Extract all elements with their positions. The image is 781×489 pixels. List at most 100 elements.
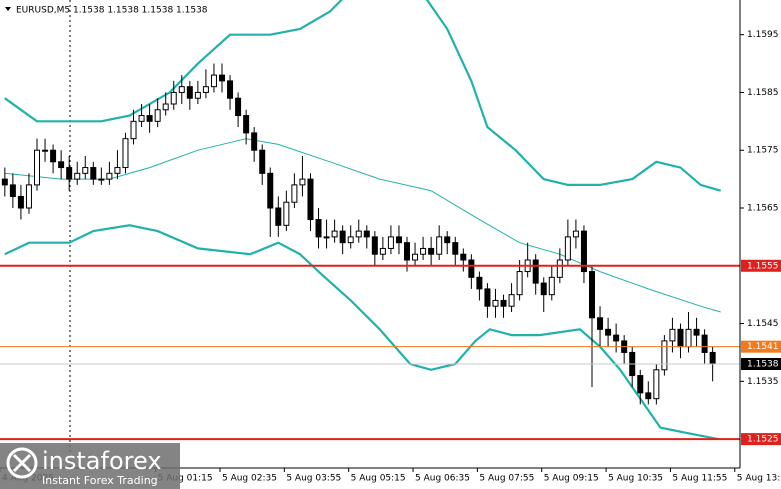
candle-body [323,236,330,239]
x-tick-label: 5 Aug 03:55 [286,474,341,484]
candle-body [315,219,322,238]
candle-body [291,184,298,203]
candle-body [17,195,24,209]
x-tick-label: 5 Aug 10:35 [608,474,663,484]
candle-body [701,334,708,353]
candle-body [74,172,81,180]
x-tick-label: 5 Aug 11:55 [672,474,727,484]
candle-body [404,242,410,261]
candle-body [162,103,169,111]
candle-body [219,74,225,82]
candle-body [508,294,515,307]
x-tick-label: 5 Aug 09:15 [544,474,599,484]
candle-body [347,236,354,244]
candle-body [154,109,161,122]
x-tick-label: 5 Aug 05:15 [351,474,406,484]
candle-body [194,91,201,99]
candle-body [580,230,587,273]
candle-body [444,236,451,244]
x-tick-label: 5 Aug 07:55 [479,474,534,484]
candle-body [283,201,290,226]
candle-body [50,149,57,163]
candle-body [685,328,692,348]
candle-body [122,138,129,169]
price-level-label: 1.1525 [747,435,779,445]
candle-body [170,91,177,105]
logo-tagline: Instant Forex Trading [42,474,158,487]
y-tick-label: 1.1585 [747,88,779,98]
candle-body [709,351,716,365]
candle-body [661,340,668,371]
candle-body [146,115,153,122]
x-tick-label: 5 Aug 13:15 [737,474,781,484]
candle-body [186,86,193,99]
candle-body [669,328,676,342]
y-tick-label: 1.1595 [747,30,779,40]
chart-header: EURUSD,M5 1.1538 1.1538 1.1538 1.1538 [16,6,208,16]
y-tick-label: 1.1565 [747,204,779,214]
candle-body [436,236,443,255]
candle-body [605,328,612,336]
candle-body [106,172,113,180]
logo-icon [6,447,38,479]
logo-name: instaforex [42,447,162,475]
candle-body [653,369,660,400]
candle-body [90,167,97,180]
candle-body [235,97,242,117]
x-tick-label: 5 Aug 02:35 [222,474,277,484]
candle-body [556,259,563,278]
candle-body [532,259,539,284]
price-level-label: 1.1538 [747,360,779,370]
candle-body [251,132,258,151]
plot-area [0,0,740,441]
y-tick-label: 1.1535 [747,377,779,387]
candle-body [1,178,8,186]
bollinger-band [4,138,721,313]
candle-body [645,392,652,400]
candle-body [259,149,266,174]
logo-icon-mark [12,453,32,473]
candle-body [420,247,427,255]
candle-body [548,276,555,296]
price-level-box [741,358,781,370]
price-level-label: 1.1555 [747,261,779,271]
price-level-label: 1.1541 [747,342,779,352]
price-level-box [741,433,781,446]
candle-body [516,271,523,296]
price-level-box [741,340,781,353]
y-tick-label: 1.1545 [747,319,779,329]
candle-body [66,167,73,180]
candle-body [363,230,370,238]
candle-body [613,334,620,342]
candle-body [178,86,185,93]
candle-body [693,328,700,336]
candle-body [202,86,209,93]
price-level-box [741,259,781,272]
candle-body [597,317,604,330]
y-tick-label: 1.1575 [747,146,779,156]
candle-body [339,230,346,244]
candle-body [468,259,475,278]
candle-body [589,271,595,319]
candle-body [299,178,306,186]
candle-body [138,115,145,122]
logo: instaforex Instant Forex Trading [0,443,180,489]
candle-body [355,230,362,238]
candle-body [476,276,483,290]
candle-body [227,80,234,99]
candle-body [34,149,40,186]
candle-body [564,236,571,261]
x-tick-label: 5 Aug 06:35 [415,474,470,484]
candle-body [637,375,644,394]
candle-body [130,120,137,140]
candle-body [452,242,459,255]
candle-body [500,299,507,307]
candle-body [243,115,250,134]
bollinger-band [4,0,722,192]
candle-body [42,149,49,152]
candle-body [677,328,684,348]
candle-body [58,161,65,169]
